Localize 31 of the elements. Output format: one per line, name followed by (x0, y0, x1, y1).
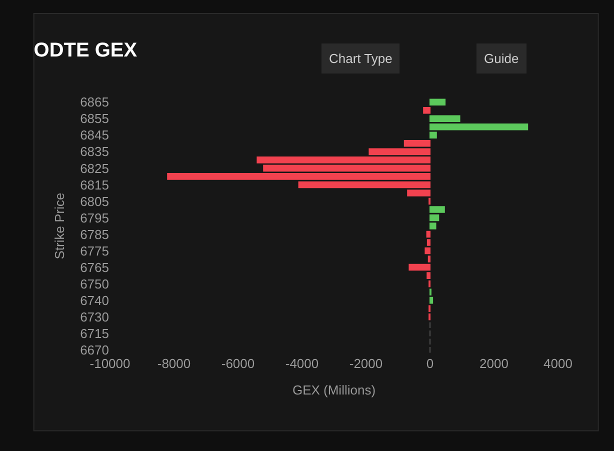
y-tick-label: 6805 (80, 194, 109, 209)
y-tick-label: 6670 (80, 342, 109, 358)
y-tick-label: 6785 (80, 226, 109, 242)
x-tick-label: -8000 (157, 356, 191, 371)
x-tick-label: 4000 (544, 356, 572, 371)
x-axis-title: GEX (Millions) (292, 382, 376, 398)
x-tick-label: -4000 (285, 356, 319, 371)
x-tick-label: 2000 (480, 356, 508, 371)
y-tick-label: 6795 (80, 210, 109, 226)
y-tick-label: 6730 (80, 309, 109, 324)
text: Chart Type (329, 51, 392, 66)
chart-title: ODTE GEX (34, 40, 138, 62)
text: Guide (484, 51, 519, 66)
x-tick-label: -6000 (221, 356, 255, 371)
y-tick-label: 6845 (80, 128, 109, 143)
x-tick-label: -2000 (349, 356, 383, 371)
bar (423, 107, 430, 114)
y-tick-label: 6750 (80, 276, 109, 292)
y-tick-label: 6815 (80, 177, 109, 192)
y-axis-title: Strike Price (52, 192, 68, 260)
y-tick-label: 6825 (80, 160, 109, 176)
x-tick-label: -10000 (90, 356, 130, 371)
bar (430, 98, 446, 106)
x-tick-label: 0 (426, 356, 434, 371)
y-tick-label: 6740 (80, 292, 109, 308)
y-tick-label: 6855 (80, 111, 109, 126)
y-tick-label: 6765 (80, 260, 109, 275)
y-tick-label: 6775 (80, 243, 109, 258)
y-tick-label: 6835 (80, 144, 109, 160)
y-tick-label: 6865 (80, 94, 109, 110)
y-tick-label: 6715 (80, 326, 109, 341)
